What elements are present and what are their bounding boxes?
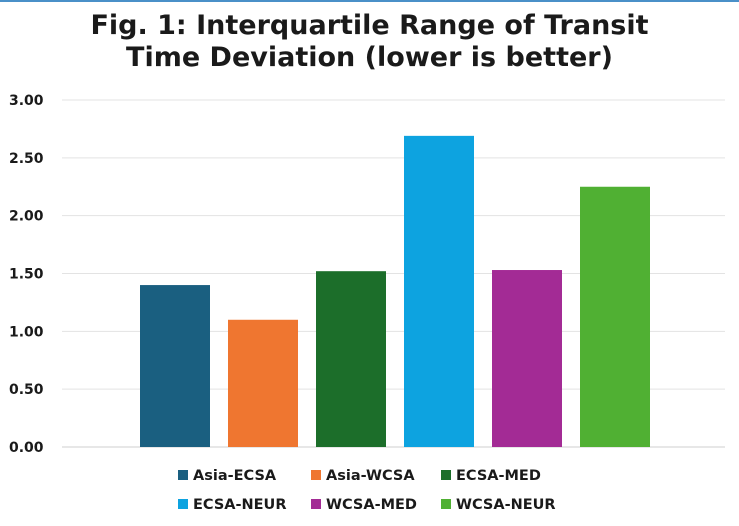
legend-label: Asia-ECSA	[193, 468, 277, 484]
y-tick-label: 2.00	[9, 209, 44, 225]
bar-wcsa-med	[492, 270, 562, 447]
top-border-line	[0, 0, 739, 2]
legend-label: ECSA-MED	[456, 468, 541, 484]
legend-swatch	[178, 470, 188, 480]
legend-label: Asia-WCSA	[326, 468, 415, 484]
legend-label: ECSA-NEUR	[193, 497, 286, 513]
legend-label: WCSA-MED	[326, 497, 417, 513]
bar-asia-ecsa	[140, 285, 210, 447]
y-tick-label: 1.00	[9, 324, 44, 340]
bar-ecsa-neur	[404, 135, 474, 447]
y-tick-label: 0.50	[9, 382, 44, 398]
legend-swatch	[178, 499, 188, 509]
y-tick-label: 2.50	[9, 151, 44, 167]
legend-swatch	[311, 499, 321, 509]
chart-title-line-1: Fig. 1: Interquartile Range of Transit	[90, 10, 649, 41]
chart-title-line-2: Time Deviation (lower is better)	[126, 42, 613, 73]
legend-label: WCSA-NEUR	[456, 497, 556, 513]
bar-wcsa-neur	[580, 186, 650, 447]
bar-asia-wcsa	[228, 319, 298, 447]
y-tick-label: 1.50	[9, 267, 44, 283]
y-tick-label: 0.00	[9, 440, 44, 456]
chart-title: Fig. 1: Interquartile Range of Transit T…	[0, 10, 739, 74]
legend-swatch	[441, 499, 451, 509]
legend-swatch	[311, 470, 321, 480]
y-tick-label: 3.00	[9, 93, 44, 109]
bar-ecsa-med	[316, 271, 386, 447]
legend-swatch	[441, 470, 451, 480]
